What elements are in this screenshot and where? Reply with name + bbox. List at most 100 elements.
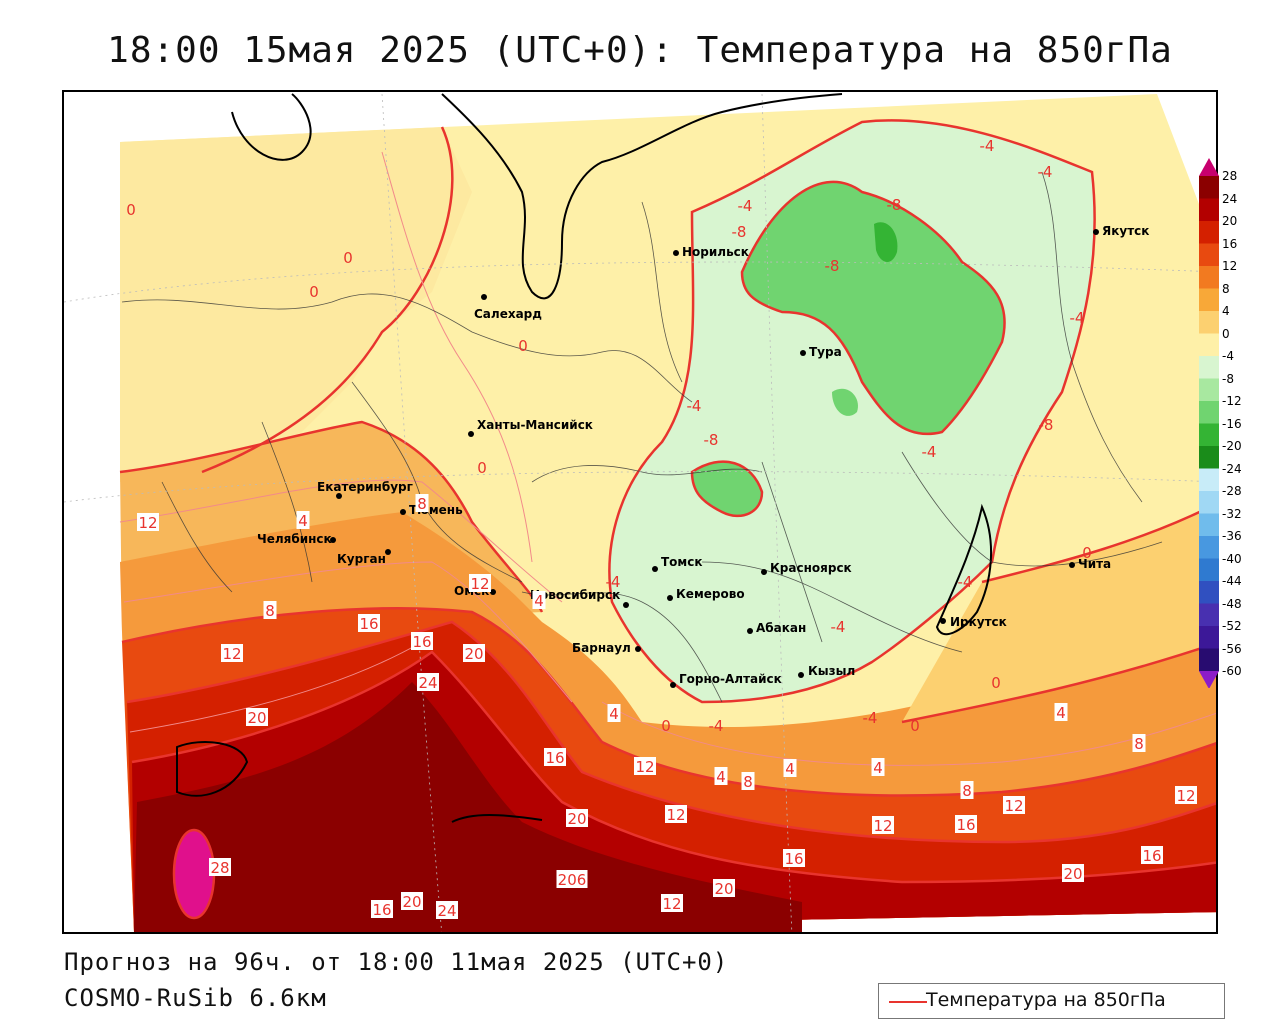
svg-text:0: 0 xyxy=(910,717,920,735)
city-salekhard: Салехард xyxy=(474,294,542,321)
colorbar-segment xyxy=(1199,446,1219,469)
svg-text:0: 0 xyxy=(126,201,136,219)
colorbar-segment xyxy=(1199,176,1219,199)
isotherm-label: 20 xyxy=(401,892,423,911)
svg-text:20: 20 xyxy=(567,810,586,828)
svg-text:16: 16 xyxy=(545,749,564,767)
svg-text:0: 0 xyxy=(343,249,353,267)
svg-text:24: 24 xyxy=(418,674,437,692)
isotherm-label: 8 xyxy=(741,772,755,791)
isotherm-label: 8 xyxy=(263,601,277,620)
isotherm-label: -8 xyxy=(1039,416,1054,434)
svg-text:8: 8 xyxy=(962,782,972,800)
colorbar-tick-label: 12 xyxy=(1222,259,1238,273)
isotherm-label: 4 xyxy=(783,759,797,778)
colorbar-segment xyxy=(1199,288,1219,312)
city-chita: Чита xyxy=(1069,557,1111,571)
colorbar-tick-label: 16 xyxy=(1222,236,1238,251)
svg-text:8: 8 xyxy=(417,495,427,513)
city-ekaterinburg: Екатеринбург xyxy=(317,480,413,499)
svg-text:12: 12 xyxy=(1004,797,1023,815)
isotherm-label: -8 xyxy=(704,431,719,449)
legend-line-swatch xyxy=(889,1001,927,1003)
svg-text:-4: -4 xyxy=(709,717,724,735)
isotherm-label: 4 xyxy=(532,591,546,610)
colorbar-segment xyxy=(1199,198,1219,222)
svg-text:4: 4 xyxy=(534,592,544,610)
svg-text:Салехард: Салехард xyxy=(474,307,542,321)
isotherm-label: 4 xyxy=(296,511,310,530)
colorbar-tick-label: -16 xyxy=(1222,416,1242,431)
colorbar-segment xyxy=(1199,378,1219,402)
isotherm-label: -4 xyxy=(831,618,846,636)
isotherm-label: 12 xyxy=(661,894,683,913)
colorbar-segment xyxy=(1199,333,1219,357)
isotherm-label: 0 xyxy=(991,674,1001,692)
colorbar-tick-label: 20 xyxy=(1222,214,1238,228)
svg-text:-8: -8 xyxy=(732,223,747,241)
colorbar-segment xyxy=(1199,491,1219,514)
isotherm-label: -4 xyxy=(1070,309,1085,327)
colorbar-tick-label: -40 xyxy=(1222,551,1242,566)
isotherm-label: 12 xyxy=(1003,796,1025,815)
isotherm-label: 4 xyxy=(1054,703,1068,722)
isotherm-label: 16 xyxy=(1141,846,1163,865)
colorbar-segment xyxy=(1199,356,1219,379)
svg-text:Кемерово: Кемерово xyxy=(676,587,745,601)
isotherm-label: 12 xyxy=(634,757,656,776)
colorbar-segment xyxy=(1199,468,1219,492)
colorbar-overflow-top xyxy=(1199,158,1219,176)
colorbar-tick-label: -8 xyxy=(1222,371,1234,386)
svg-text:Чита: Чита xyxy=(1078,557,1111,571)
svg-text:-8: -8 xyxy=(825,257,840,275)
isotherm-label: 16 xyxy=(783,849,805,868)
svg-text:Норильск: Норильск xyxy=(682,245,749,259)
svg-text:12: 12 xyxy=(666,806,685,824)
svg-text:16: 16 xyxy=(784,850,803,868)
colorbar-segment xyxy=(1199,626,1219,649)
isotherm-label: -4 xyxy=(687,397,702,415)
isotherm-label: 24 xyxy=(436,901,458,920)
colorbar-tick-label: 24 xyxy=(1222,191,1238,206)
forecast-info: Прогноз на 96ч. от 18:00 11мая 2025 (UTC… xyxy=(64,948,729,976)
svg-text:-4: -4 xyxy=(1070,309,1085,327)
isotherm-label: -8 xyxy=(732,223,747,241)
svg-text:-4: -4 xyxy=(958,573,973,591)
svg-text:4: 4 xyxy=(873,759,883,777)
svg-text:28: 28 xyxy=(210,859,229,877)
city-irkutsk: Иркутск xyxy=(940,615,1007,629)
svg-text:Тура: Тура xyxy=(809,345,842,359)
isotherm-label: 8 xyxy=(415,494,429,513)
colorbar-tick-label: -44 xyxy=(1222,574,1242,588)
svg-text:206: 206 xyxy=(558,871,587,889)
colorbar-segment xyxy=(1199,558,1219,582)
colorbar-tick-label: -24 xyxy=(1222,461,1242,476)
svg-text:Кызыл: Кызыл xyxy=(808,664,855,678)
svg-text:0: 0 xyxy=(477,459,487,477)
legend: Температура на 850гПа xyxy=(878,983,1225,1019)
city-tyumen: Тюмень xyxy=(400,503,463,517)
isotherm-label: 0 xyxy=(309,283,319,301)
isotherm-label: -4 xyxy=(863,709,878,727)
svg-text:8: 8 xyxy=(1134,735,1144,753)
legend-label: Температура на 850гПа xyxy=(926,989,1166,1011)
isotherm-label: -4 xyxy=(980,137,995,155)
colorbar-segment xyxy=(1199,513,1219,537)
isotherm-label: 8 xyxy=(1132,734,1146,753)
svg-text:0: 0 xyxy=(309,283,319,301)
svg-text:-8: -8 xyxy=(887,196,902,214)
svg-text:12: 12 xyxy=(138,514,157,532)
svg-text:-4: -4 xyxy=(738,197,753,215)
svg-text:Красноярск: Красноярск xyxy=(770,561,852,575)
colorbar-tick-label: -4 xyxy=(1222,349,1234,363)
isotherm-label: 20 xyxy=(463,644,485,663)
isotherm-label: -4 xyxy=(709,717,724,735)
city-tomsk: Томск xyxy=(652,555,703,572)
svg-text:-4: -4 xyxy=(831,618,846,636)
isotherm-label: 4 xyxy=(607,704,621,723)
svg-text:-4: -4 xyxy=(922,443,937,461)
model-name: COSMO-RuSib 6.6км xyxy=(64,984,327,1012)
isotherm-label: 16 xyxy=(358,614,380,633)
isotherm-label: 20 xyxy=(566,809,588,828)
isotherm-label: -8 xyxy=(825,257,840,275)
